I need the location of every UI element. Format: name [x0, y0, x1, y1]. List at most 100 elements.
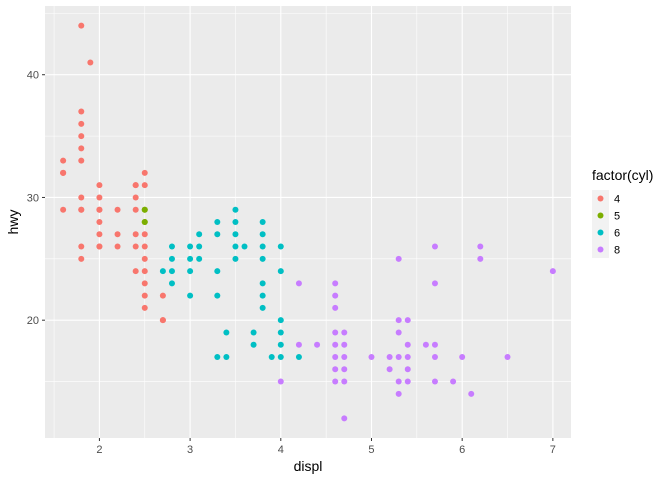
- data-point-cyl-4: [78, 145, 85, 152]
- data-point-cyl-6: [232, 243, 239, 250]
- legend-keys: 4 5 6 8: [592, 190, 620, 258]
- legend-title: factor(cyl): [592, 167, 653, 183]
- data-point-cyl-8: [431, 354, 438, 360]
- data-point-cyl-6: [214, 354, 221, 360]
- legend-swatch-8: [597, 246, 604, 253]
- data-point-cyl-8: [395, 378, 402, 385]
- data-point-cyl-6: [232, 231, 239, 238]
- data-point-cyl-8: [404, 378, 411, 385]
- data-point-cyl-8: [395, 255, 402, 262]
- data-point-cyl-4: [132, 231, 139, 238]
- data-point-cyl-6: [196, 243, 203, 250]
- y-tick-label: 20: [27, 315, 39, 327]
- x-tick-label: 3: [187, 444, 193, 456]
- data-point-cyl-8: [332, 329, 339, 336]
- data-point-cyl-5: [141, 206, 148, 213]
- data-point-cyl-8: [477, 243, 484, 250]
- data-point-cyl-6: [232, 255, 239, 262]
- data-point-cyl-6: [214, 292, 221, 299]
- data-point-cyl-8: [332, 292, 339, 299]
- data-point-cyl-8: [404, 366, 411, 373]
- y-tick-label: 40: [27, 70, 39, 82]
- data-point-cyl-6: [187, 268, 194, 275]
- data-point-cyl-8: [477, 255, 484, 262]
- data-point-cyl-8: [450, 378, 457, 385]
- data-point-cyl-4: [141, 182, 148, 189]
- data-point-cyl-6: [259, 231, 266, 238]
- data-point-cyl-8: [422, 341, 429, 348]
- data-point-cyl-8: [314, 341, 321, 348]
- data-point-cyl-6: [214, 219, 221, 225]
- data-point-cyl-8: [341, 366, 348, 373]
- data-point-cyl-8: [431, 378, 438, 385]
- data-point-cyl-4: [132, 206, 139, 213]
- data-point-cyl-8: [431, 243, 438, 250]
- data-point-cyl-6: [250, 341, 257, 348]
- data-point-cyl-6: [168, 255, 175, 262]
- data-point-cyl-6: [223, 329, 230, 336]
- legend-label-6: 6: [614, 228, 620, 240]
- data-point-cyl-8: [395, 354, 402, 360]
- data-point-cyl-8: [341, 415, 348, 422]
- data-point-cyl-8: [459, 354, 466, 360]
- data-point-cyl-8: [395, 329, 402, 336]
- data-point-cyl-4: [114, 243, 121, 250]
- data-point-cyl-6: [268, 354, 275, 360]
- data-point-cyl-6: [168, 243, 175, 250]
- data-point-cyl-6: [187, 243, 194, 250]
- data-point-cyl-8: [341, 354, 348, 360]
- data-point-cyl-4: [132, 268, 139, 275]
- data-point-cyl-6: [277, 341, 284, 348]
- data-point-cyl-8: [504, 354, 511, 360]
- data-point-cyl-8: [332, 366, 339, 373]
- data-point-cyl-8: [332, 280, 339, 287]
- minor-gridlines: [45, 6, 571, 438]
- data-point-cyl-5: [141, 219, 148, 225]
- data-points: [60, 22, 556, 422]
- x-tick-label: 2: [96, 444, 102, 456]
- data-point-cyl-4: [114, 206, 121, 213]
- data-point-cyl-8: [341, 329, 348, 336]
- data-point-cyl-6: [259, 255, 266, 262]
- data-point-cyl-8: [395, 317, 402, 324]
- x-tick-label: 4: [278, 444, 284, 456]
- data-point-cyl-6: [187, 255, 194, 262]
- data-point-cyl-8: [332, 378, 339, 385]
- data-point-cyl-8: [404, 341, 411, 348]
- data-point-cyl-8: [277, 378, 284, 385]
- data-point-cyl-4: [141, 268, 148, 275]
- data-point-cyl-6: [214, 268, 221, 275]
- x-axis-title: displ: [294, 458, 323, 474]
- data-point-cyl-4: [132, 194, 139, 201]
- data-point-cyl-4: [141, 255, 148, 262]
- data-point-cyl-8: [332, 304, 339, 311]
- data-point-cyl-6: [187, 292, 194, 299]
- data-point-cyl-4: [159, 317, 166, 324]
- data-point-cyl-8: [295, 341, 302, 348]
- data-point-cyl-4: [78, 194, 85, 201]
- data-point-cyl-4: [60, 169, 67, 176]
- data-point-cyl-4: [141, 169, 148, 176]
- plot-panel: [45, 6, 571, 438]
- legend-swatch-4: [597, 195, 604, 202]
- data-point-cyl-4: [141, 304, 148, 311]
- y-axis-title: hwy: [5, 210, 21, 235]
- data-point-cyl-4: [78, 133, 85, 140]
- data-point-cyl-6: [250, 329, 257, 336]
- data-point-cyl-6: [259, 243, 266, 250]
- data-point-cyl-6: [241, 243, 248, 250]
- data-point-cyl-4: [141, 292, 148, 299]
- y-axis-ticks: 20 30 40: [27, 70, 45, 327]
- data-point-cyl-6: [196, 231, 203, 238]
- y-tick-label: 30: [27, 192, 39, 204]
- data-point-cyl-6: [196, 255, 203, 262]
- data-point-cyl-4: [78, 206, 85, 213]
- data-point-cyl-4: [78, 22, 85, 29]
- data-point-cyl-4: [87, 59, 94, 66]
- data-point-cyl-8: [341, 378, 348, 385]
- data-point-cyl-6: [232, 206, 239, 213]
- data-point-cyl-4: [114, 231, 121, 238]
- data-point-cyl-6: [277, 268, 284, 275]
- x-tick-label: 6: [459, 444, 465, 456]
- data-point-cyl-6: [277, 354, 284, 360]
